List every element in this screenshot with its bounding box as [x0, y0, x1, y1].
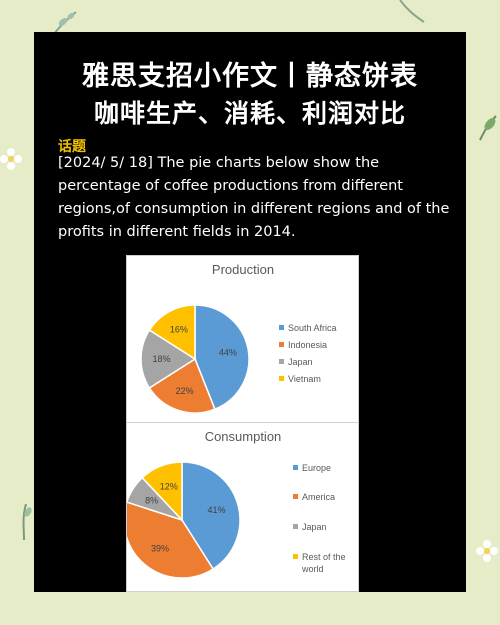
slice-data-label: 44%: [219, 348, 237, 358]
production-pie-chart: Production 44% 22% 18% 16% South Africa Indone…: [140, 262, 337, 414]
slice-data-label: 18%: [153, 354, 171, 364]
slice-data-label: 22%: [176, 386, 194, 396]
slice-data-label: 41%: [208, 505, 226, 515]
pie-slice-4: [148, 304, 196, 361]
consumption-pie-chart: Consumption 41% 39% 8%12% Europe America Japan…: [127, 429, 346, 579]
legend-entry: America: [302, 492, 335, 502]
legend-swatch: [293, 494, 298, 499]
legend-entry: Vietnam: [288, 374, 321, 384]
pie-slice-2: [148, 357, 216, 414]
flower-icon: [476, 540, 498, 562]
leaf-sprig-icon: [22, 503, 32, 540]
legend-entry: Japan: [288, 357, 313, 367]
legend-entry: Japan: [302, 522, 327, 532]
pie-slice-1: [194, 304, 250, 411]
slice-data-label: 12%: [160, 482, 178, 492]
chart-title: Consumption: [205, 429, 282, 444]
legend-entry: Rest of the world: [301, 552, 346, 574]
pie-slice-4: [141, 461, 183, 522]
topic-prompt: [2024/ 5/ 18] The pie charts below show …: [58, 155, 450, 240]
slice-data-label: 39%: [151, 543, 169, 553]
legend-entry: Europe: [302, 463, 331, 473]
legend-entry: South Africa: [288, 323, 337, 333]
chart-title: Production: [212, 262, 274, 277]
legend-entry: Indonesia: [288, 340, 327, 350]
leaf-icon: [479, 115, 497, 141]
flower-icon: [0, 148, 22, 170]
pie-slice-2: [127, 501, 215, 579]
legend-swatch: [279, 359, 284, 364]
legend-swatch: [293, 465, 298, 470]
legend-swatch: [279, 376, 284, 381]
slice-data-label: 8%: [145, 496, 158, 506]
legend-swatch: [279, 342, 284, 347]
legend-swatch: [293, 554, 298, 559]
slice-data-label: 16%: [170, 325, 188, 335]
branch-icon: [399, 0, 425, 23]
content-panel: 雅思支招小作文丨静态饼表 咖啡生产、消耗、利润对比 话题 [2024/ 5/ 1…: [34, 32, 466, 592]
legend-swatch: [279, 325, 284, 330]
pie-slice-3: [140, 329, 197, 389]
page-subtitle: 咖啡生产、消耗、利润对比: [93, 99, 406, 128]
legend-swatch: [293, 524, 298, 529]
consumption-chart-card: Consumption 41% 39% 8% 12% Europe America Japan…: [126, 422, 359, 592]
page-title: 雅思支招小作文丨静态饼表: [82, 61, 418, 92]
topic-label: 话题: [58, 139, 86, 155]
